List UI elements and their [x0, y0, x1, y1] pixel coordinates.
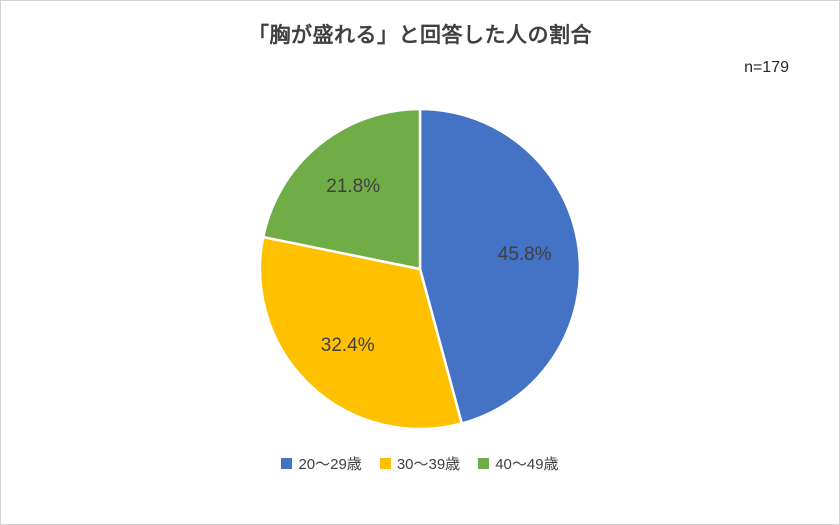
- sample-size-label: n=179: [744, 59, 789, 76]
- legend-swatch-20-29: [281, 458, 293, 469]
- pie-area: 45.8% 32.4% 21.8%: [1, 99, 839, 439]
- legend-item-40-49: 40〜49歳: [478, 453, 559, 474]
- pie-slice-20-29: [418, 107, 582, 425]
- legend-swatch-30-39: [379, 458, 391, 469]
- legend-swatch-40-49: [478, 458, 490, 469]
- pie-slice-40-49: [261, 107, 422, 271]
- chart-title: 「胸が盛れる」と回答した人の割合: [248, 24, 592, 47]
- legend-label-30-39: 30〜39歳: [396, 456, 461, 473]
- slice-value-label-20-29: 45.8%: [498, 244, 552, 265]
- legend-label-40-49: 40〜49歳: [495, 456, 559, 473]
- legend-label-20-29: 20〜29歳: [298, 456, 362, 473]
- slice-value-label-30-39: 32.4%: [321, 335, 375, 356]
- pie-slice-30-39: [258, 235, 463, 431]
- slice-value-label-40-49: 21.8%: [326, 176, 380, 197]
- pie-chart: 45.8% 32.4% 21.8%: [258, 107, 582, 431]
- legend: 20〜29歳 30〜39歳 40〜49歳: [1, 453, 839, 474]
- legend-item-20-29: 20〜29歳: [281, 453, 362, 474]
- legend-item-30-39: 30〜39歳: [379, 453, 461, 474]
